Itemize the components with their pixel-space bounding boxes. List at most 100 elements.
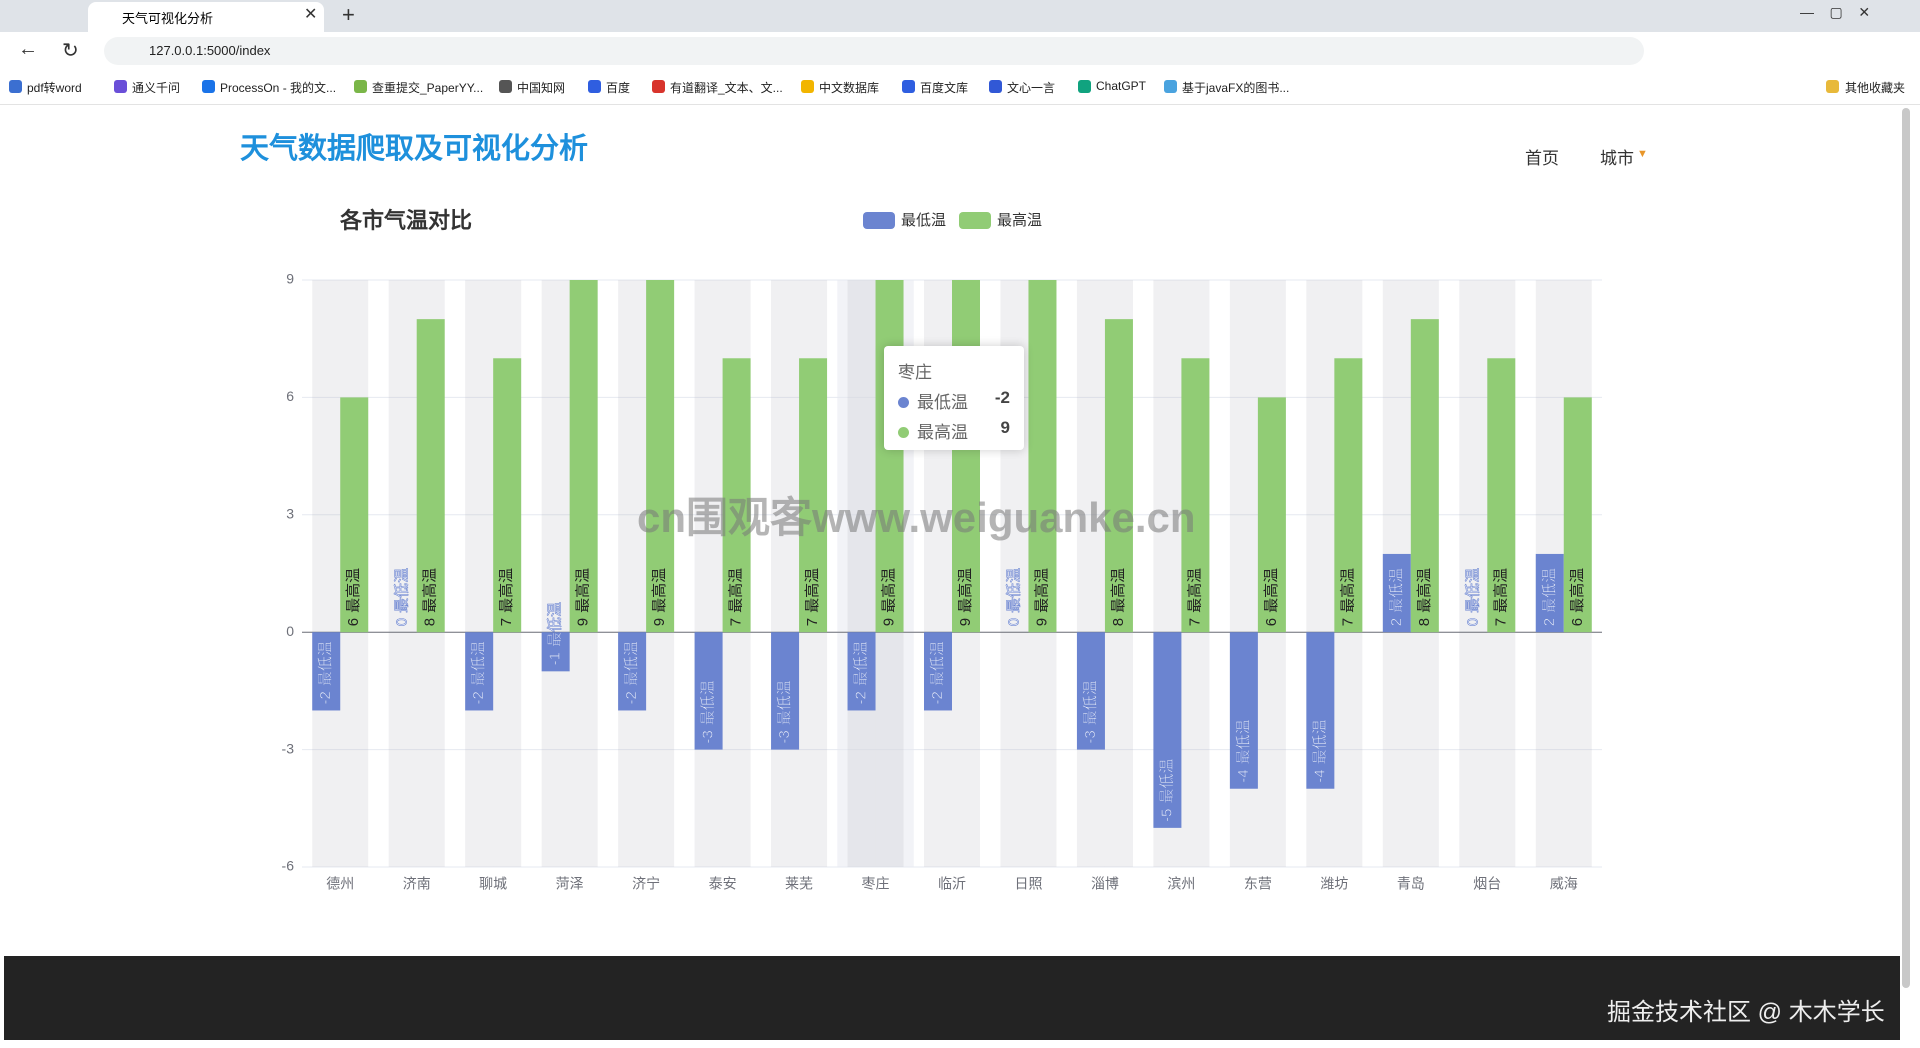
data-label-series: 最高温 — [498, 568, 515, 613]
window-controls[interactable]: — ▢ ✕ — [1800, 4, 1871, 20]
bar — [618, 632, 647, 711]
bookmark[interactable]: 文心一言 — [1007, 81, 1056, 95]
data-label-value: -2 — [470, 691, 487, 704]
bookmark[interactable]: 其他收藏夹 — [1845, 81, 1906, 95]
y-tick-label: 3 — [286, 506, 294, 522]
tab[interactable] — [88, 2, 324, 32]
bar — [924, 632, 952, 711]
data-label-value: 7 — [804, 618, 821, 626]
data-label-series: 最低温 — [700, 680, 717, 725]
x-tick-label: 德州 — [326, 876, 354, 892]
bookmark-icon — [114, 80, 127, 93]
bookmark[interactable]: pdf转word — [27, 81, 82, 95]
bookmark-icon — [1078, 80, 1091, 93]
reload-button[interactable]: ↻ — [62, 40, 79, 62]
bookmark[interactable]: 中国知网 — [517, 81, 566, 95]
tab-title[interactable]: 天气可视化分析 — [122, 11, 214, 26]
bookmark[interactable]: 百度 — [606, 81, 631, 95]
data-label-value: -2 — [929, 691, 946, 704]
bookmark[interactable]: 百度文库 — [920, 81, 969, 95]
y-tick-label: -6 — [282, 858, 295, 874]
data-label-series: 最低温 — [1005, 568, 1022, 613]
data-label-value: 6 — [1263, 618, 1280, 626]
data-label: 2 最低温 — [1388, 568, 1405, 626]
data-label-series: 最高温 — [422, 568, 439, 613]
legend-label: 最高温 — [997, 212, 1042, 229]
data-label: 7 最高温 — [498, 568, 515, 626]
data-label-series: 最高温 — [345, 568, 362, 613]
data-label: 0 最低温 — [1464, 568, 1481, 626]
bar — [952, 280, 980, 633]
data-label: 9 最高温 — [957, 568, 974, 626]
data-label-series: 最高温 — [1492, 568, 1509, 613]
bar — [493, 358, 522, 633]
data-label: 6 最高温 — [1263, 568, 1280, 626]
bar-background — [618, 280, 647, 867]
data-label-series: 最低温 — [1464, 568, 1481, 613]
x-tick-label: 济宁 — [632, 876, 660, 892]
x-tick-label: 日照 — [1014, 876, 1042, 892]
bookmark[interactable]: 通义千问 — [132, 81, 181, 95]
y-tick-label: -3 — [282, 740, 295, 756]
bookmark[interactable]: 基于javaFX的图书... — [1182, 81, 1290, 95]
data-label: 0 最低温 — [394, 568, 411, 626]
bookmark[interactable]: ProcessOn - 我的文... — [220, 81, 337, 95]
data-label-series: 最低温 — [1541, 568, 1558, 613]
scrollbar[interactable] — [1902, 108, 1910, 988]
data-label-series: 最低温 — [1311, 719, 1328, 764]
bar — [1153, 632, 1182, 828]
data-label-value: -1 — [547, 652, 564, 665]
data-label: -4 最低温 — [1235, 719, 1252, 782]
bar-background — [312, 280, 341, 867]
tab-close[interactable]: ✕ — [304, 6, 318, 23]
data-label-value: 7 — [498, 618, 515, 626]
data-label-value: 6 — [345, 618, 362, 626]
data-label-series: 最低温 — [470, 641, 487, 686]
bar-background — [541, 280, 570, 867]
bar — [722, 358, 751, 633]
data-label: -2 最低温 — [470, 641, 487, 704]
new-tab[interactable]: + — [342, 2, 355, 27]
data-label-series: 最低温 — [929, 641, 946, 686]
bookmark-icon — [902, 80, 915, 93]
bar — [1382, 553, 1411, 633]
bar — [1257, 397, 1286, 633]
nav-link[interactable]: 首页 — [1525, 149, 1559, 168]
bar-background — [1459, 280, 1488, 867]
data-label-value: 0 — [1005, 618, 1022, 626]
x-tick-label: 烟台 — [1473, 876, 1501, 892]
bar-background — [1076, 280, 1105, 867]
site-title[interactable]: 天气数据爬取及可视化分析 — [240, 133, 589, 165]
data-label-series: 最低温 — [776, 680, 793, 725]
bookmark-icon — [1164, 80, 1177, 93]
bookmark[interactable]: 查重提交_PaperYY... — [372, 81, 484, 95]
data-label-value: 6 — [1569, 618, 1586, 626]
x-tick-label: 淄博 — [1091, 876, 1119, 892]
bar — [799, 358, 828, 633]
url-box[interactable] — [104, 37, 1644, 65]
data-label: 8 最高温 — [1110, 568, 1127, 626]
data-label: 6 最高温 — [1569, 568, 1586, 626]
x-tick-label: 菏泽 — [556, 876, 584, 892]
data-label-series: 最低温 — [623, 641, 640, 686]
bookmark[interactable]: 有道翻译_文本、文... — [670, 81, 783, 95]
bar — [1104, 319, 1133, 633]
data-label-series: 最高温 — [1263, 568, 1280, 613]
bookmark[interactable]: 中文数据库 — [819, 81, 880, 95]
data-label: 7 最高温 — [1492, 568, 1509, 626]
data-label-value: 0 — [1464, 618, 1481, 626]
data-label-series: 最低温 — [1388, 568, 1405, 613]
bar — [312, 632, 341, 711]
data-label-value: 9 — [575, 618, 592, 626]
url[interactable]: 127.0.0.1:5000/index — [149, 43, 271, 58]
bar — [1076, 632, 1105, 750]
bookmark[interactable]: ChatGPT — [1096, 79, 1147, 93]
tooltip-marker — [898, 427, 909, 438]
nav-link[interactable]: 城市 — [1600, 149, 1634, 168]
data-label-value: 0 — [394, 618, 411, 626]
bar — [1306, 632, 1335, 789]
data-label-series: 最高温 — [804, 568, 821, 613]
back-button[interactable]: ← — [18, 38, 38, 60]
